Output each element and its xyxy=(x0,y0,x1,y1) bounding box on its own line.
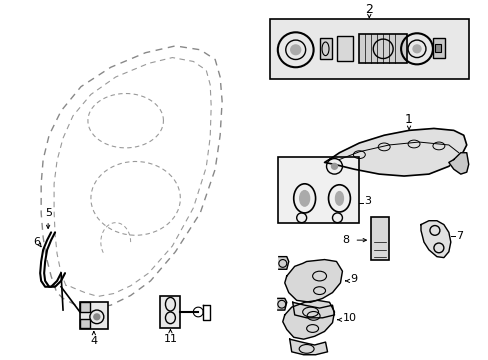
Text: 8: 8 xyxy=(342,235,349,245)
Polygon shape xyxy=(448,153,468,174)
Circle shape xyxy=(331,163,337,169)
Text: 7: 7 xyxy=(455,231,462,241)
Bar xyxy=(432,38,444,58)
Circle shape xyxy=(412,45,420,53)
Polygon shape xyxy=(284,260,342,302)
Bar xyxy=(337,36,353,62)
Polygon shape xyxy=(289,339,327,355)
Polygon shape xyxy=(420,221,450,258)
Bar xyxy=(359,34,406,63)
Polygon shape xyxy=(324,129,466,176)
Bar xyxy=(277,157,359,222)
Bar xyxy=(160,296,180,328)
Text: 6: 6 xyxy=(34,237,41,247)
Bar xyxy=(434,44,440,52)
Circle shape xyxy=(94,314,100,320)
Circle shape xyxy=(290,45,300,55)
Bar xyxy=(80,302,90,312)
Text: 10: 10 xyxy=(342,313,356,323)
Text: 5: 5 xyxy=(45,208,53,218)
Ellipse shape xyxy=(299,190,309,206)
Bar xyxy=(80,302,107,329)
Polygon shape xyxy=(278,257,288,269)
Polygon shape xyxy=(282,300,334,339)
Bar xyxy=(370,217,388,260)
Bar xyxy=(269,19,468,79)
Text: 3: 3 xyxy=(364,196,370,206)
Bar xyxy=(319,38,331,59)
Polygon shape xyxy=(277,298,286,310)
Text: 4: 4 xyxy=(90,336,97,346)
Text: 2: 2 xyxy=(365,3,372,16)
Bar xyxy=(80,319,90,328)
Text: 9: 9 xyxy=(350,274,357,284)
Ellipse shape xyxy=(335,192,343,205)
Polygon shape xyxy=(292,302,334,318)
Text: 1: 1 xyxy=(404,113,412,126)
Text: 11: 11 xyxy=(163,334,177,344)
